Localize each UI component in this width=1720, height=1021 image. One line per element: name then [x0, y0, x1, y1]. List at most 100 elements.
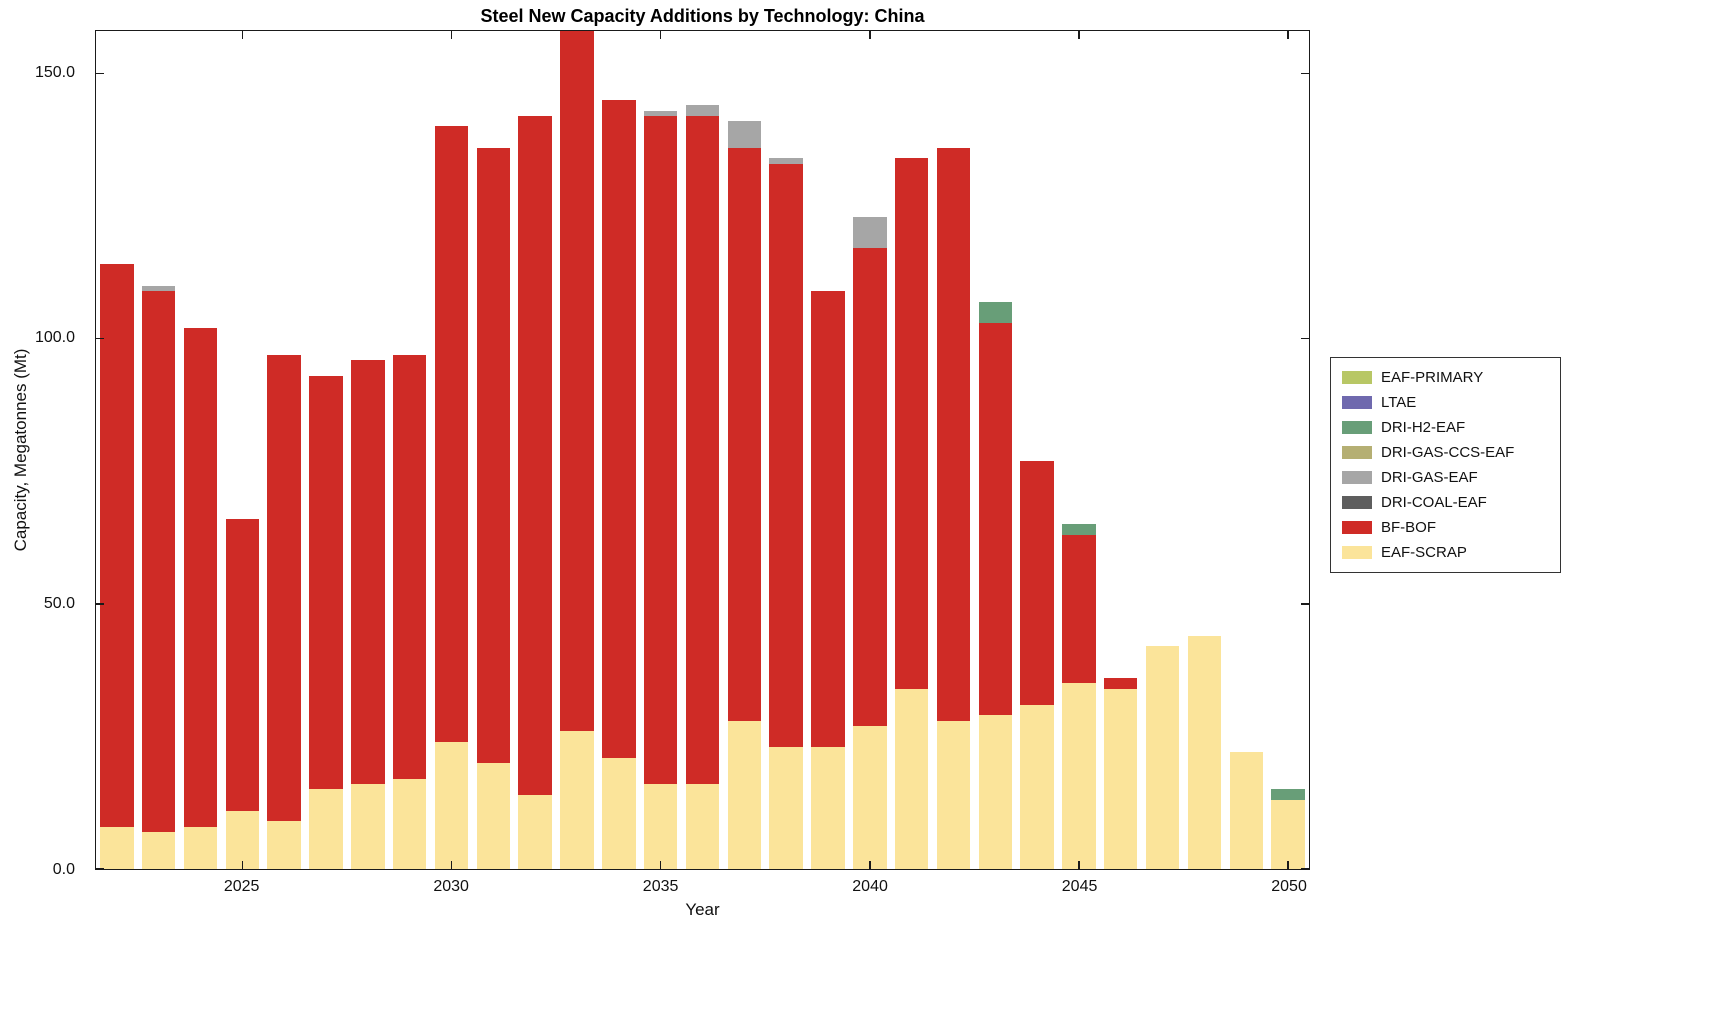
legend-entry-dri-gas-ccs-eaf: DRI-GAS-CCS-EAF — [1331, 440, 1560, 465]
bar-stack-2048 — [1187, 31, 1222, 869]
legend-swatch-dri-gas-ccs-eaf — [1342, 446, 1372, 459]
legend-entry-eaf-primary: EAF-PRIMARY — [1331, 365, 1560, 390]
bar-segment-eaf-scrap-2035 — [643, 784, 678, 869]
bar-segment-eaf-scrap-2046 — [1104, 688, 1138, 869]
bar-stack-2043 — [978, 31, 1012, 869]
legend-swatch-bf-bof — [1342, 521, 1372, 534]
bar-segment-eaf-scrap-2043 — [978, 715, 1012, 869]
bar-stack-2035 — [643, 31, 678, 869]
legend-label-dri-gas-eaf: DRI-GAS-EAF — [1381, 469, 1478, 486]
legend-label-eaf-scrap: EAF-SCRAP — [1381, 544, 1467, 561]
bar-segment-bf-bof-2030 — [434, 126, 469, 742]
bar-stack-2022 — [100, 31, 134, 869]
bar-segment-eaf-scrap-2040 — [853, 725, 887, 869]
bar-group-2023 — [138, 31, 180, 869]
bar-segment-eaf-scrap-2041 — [894, 688, 929, 869]
bar-group-2037 — [723, 31, 765, 869]
y-tick-label-0.0: 0.0 — [52, 861, 75, 878]
bar-segment-dri-gas-eaf-2040 — [853, 216, 887, 249]
x-tick-mark-top-2025 — [241, 31, 244, 39]
bar-segment-bf-bof-2032 — [518, 115, 552, 795]
legend-label-bf-bof: BF-BOF — [1381, 519, 1436, 536]
bar-segment-bf-bof-2022 — [100, 264, 134, 827]
bar-segment-eaf-scrap-2042 — [936, 720, 971, 869]
bar-segment-dri-h2-eaf-2045 — [1062, 524, 1096, 535]
legend-entry-ltae: LTAE — [1331, 390, 1560, 415]
bar-group-2036 — [682, 31, 724, 869]
bar-segment-bf-bof-2045 — [1062, 534, 1096, 684]
legend-entry-dri-h2-eaf: DRI-H2-EAF — [1331, 415, 1560, 440]
bar-stack-2032 — [518, 31, 552, 869]
bar-group-2027 — [305, 31, 347, 869]
x-tick-mark-bottom-2030 — [450, 861, 453, 869]
bar-segment-eaf-scrap-2029 — [392, 778, 427, 869]
bar-stack-2045 — [1062, 31, 1096, 869]
bar-stack-2033 — [560, 31, 594, 869]
bar-stack-2041 — [894, 31, 929, 869]
bar-group-2045 — [1058, 31, 1100, 869]
bar-group-2035 — [640, 31, 682, 869]
bar-segment-bf-bof-2035 — [643, 115, 678, 785]
legend: EAF-PRIMARY LTAE DRI-H2-EAF DRI-GAS-CCS-EAF… — [1330, 357, 1561, 573]
bar-segment-bf-bof-2033 — [560, 31, 594, 732]
bar-segment-bf-bof-2023 — [141, 290, 176, 832]
bar-stack-2029 — [392, 31, 427, 869]
chart-title: Steel New Capacity Additions by Technolo… — [480, 6, 925, 26]
bar-stack-2042 — [936, 31, 971, 869]
bar-stack-2044 — [1020, 31, 1054, 869]
bar-group-2048 — [1184, 31, 1226, 869]
x-tick-label-2035: 2035 — [642, 878, 679, 895]
y-tick-mark-right-100.0 — [1301, 337, 1309, 340]
legend-entry-dri-coal-eaf: DRI-COAL-EAF — [1331, 490, 1560, 515]
bar-stack-2049 — [1229, 31, 1263, 869]
bar-group-2050 — [1267, 31, 1309, 869]
bar-group-2046 — [1100, 31, 1142, 869]
bar-segment-dri-gas-eaf-2035 — [643, 110, 678, 116]
bar-group-2043 — [974, 31, 1016, 869]
bar-segment-dri-gas-eaf-2023 — [141, 285, 176, 291]
bar-stack-2028 — [351, 31, 385, 869]
y-tick-mark-left-0.0 — [96, 868, 104, 869]
bar-segment-bf-bof-2037 — [727, 147, 762, 721]
y-axis-tick-labels: 0.0 50.0 100.0 150.0 — [0, 30, 88, 878]
x-tick-label-2050: 2050 — [1271, 878, 1307, 895]
bar-group-2026 — [263, 31, 305, 869]
legend-label-ltae: LTAE — [1381, 394, 1417, 411]
bar-segment-eaf-scrap-2049 — [1229, 752, 1263, 869]
legend-swatch-eaf-primary — [1342, 371, 1372, 384]
plot-area — [95, 30, 1310, 870]
bar-stack-2036 — [685, 31, 720, 869]
bar-segment-dri-gas-eaf-2038 — [769, 158, 803, 164]
bar-group-2034 — [598, 31, 640, 869]
bar-segment-dri-h2-eaf-2050 — [1271, 789, 1305, 801]
bar-segment-dri-gas-eaf-2036 — [685, 105, 720, 116]
bar-segment-eaf-scrap-2033 — [560, 731, 594, 869]
bar-segment-bf-bof-2034 — [602, 99, 636, 758]
x-tick-mark-top-2030 — [450, 31, 453, 39]
bar-segment-eaf-scrap-2039 — [811, 747, 845, 869]
bar-stack-2050 — [1271, 31, 1305, 869]
y-tick-mark-right-50.0 — [1301, 603, 1309, 605]
bar-segment-bf-bof-2028 — [351, 359, 385, 785]
x-tick-mark-bottom-2045 — [1078, 861, 1080, 869]
y-tick-mark-left-50.0 — [96, 603, 104, 605]
bar-group-2032 — [514, 31, 556, 869]
x-axis-title: Year — [685, 900, 720, 919]
bar-segment-eaf-scrap-2025 — [225, 810, 260, 869]
bar-segment-eaf-scrap-2045 — [1062, 683, 1096, 869]
legend-swatch-dri-gas-eaf — [1342, 471, 1372, 484]
bar-segment-bf-bof-2027 — [309, 375, 343, 790]
x-tick-mark-top-2040 — [869, 31, 871, 39]
bar-group-2049 — [1225, 31, 1267, 869]
bar-segment-bf-bof-2031 — [476, 147, 511, 763]
bar-group-2047 — [1142, 31, 1184, 869]
x-tick-label-2045: 2045 — [1061, 878, 1098, 895]
x-tick-mark-top-2035 — [659, 31, 662, 39]
bar-stack-2034 — [602, 31, 636, 869]
bar-segment-bf-bof-2041 — [894, 158, 929, 689]
x-tick-mark-bottom-2040 — [869, 861, 871, 869]
bar-segment-bf-bof-2044 — [1020, 460, 1054, 705]
bar-stack-2023 — [141, 31, 176, 869]
bar-group-2040 — [849, 31, 891, 869]
x-tick-mark-top-2045 — [1078, 31, 1080, 39]
